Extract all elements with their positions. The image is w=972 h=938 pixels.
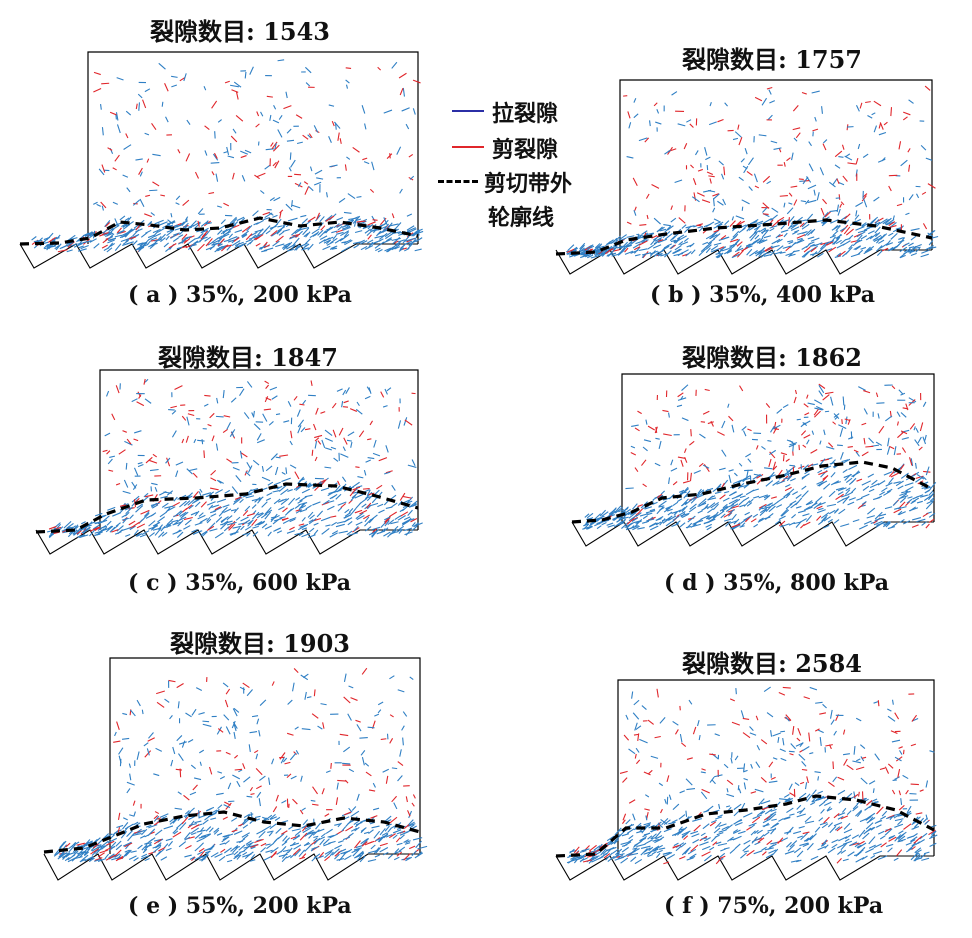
panel-d-title: 裂隙数目: 1862 bbox=[682, 343, 863, 372]
legend-boundary-label-2: 轮廓线 bbox=[488, 205, 555, 231]
panel-d-diagram bbox=[571, 373, 937, 547]
crack-marks bbox=[566, 686, 938, 865]
panel-e-title: 裂隙数目: 1903 bbox=[170, 629, 351, 658]
panel-a-title: 裂隙数目: 1543 bbox=[150, 17, 331, 46]
specimen-frame bbox=[109, 657, 421, 854]
specimen-frame bbox=[617, 679, 935, 856]
sawtooth-base bbox=[571, 521, 934, 547]
crack-marks bbox=[582, 383, 937, 531]
shear-band-boundary bbox=[571, 460, 935, 524]
panel-f-title: 裂隙数目: 2584 bbox=[682, 649, 863, 678]
legend-boundary-label-1: 剪切带外 bbox=[484, 171, 573, 197]
panel-f-caption: ( f ) 75%, 200 kPa bbox=[664, 893, 884, 919]
shear-band-boundary bbox=[43, 810, 421, 854]
legend-shear-label: 剪裂隙 bbox=[492, 137, 559, 163]
panel-d-caption: ( d ) 35%, 800 kPa bbox=[664, 570, 890, 596]
panel-b-caption: ( b ) 35%, 400 kPa bbox=[650, 282, 876, 308]
sawtooth-base bbox=[19, 243, 418, 269]
shear-band-boundary bbox=[555, 794, 935, 858]
specimen-frame bbox=[99, 369, 419, 530]
sawtooth-base bbox=[555, 855, 934, 881]
legend-shear-swatch bbox=[452, 146, 484, 148]
panel-e-caption: ( e ) 55%, 200 kPa bbox=[128, 893, 352, 919]
panel-a-caption: ( a ) 35%, 200 kPa bbox=[128, 282, 352, 308]
legend-boundary-swatch bbox=[438, 180, 478, 183]
shear-band-boundary bbox=[19, 216, 419, 246]
panel-c-diagram bbox=[35, 369, 423, 555]
panel-e-diagram bbox=[43, 657, 428, 881]
specimen-frame bbox=[621, 373, 935, 522]
panel-b-diagram bbox=[555, 79, 939, 275]
legend-tension-label: 拉裂隙 bbox=[492, 101, 559, 127]
panel-a-diagram bbox=[19, 51, 424, 269]
legend: 拉裂隙 剪裂隙 剪切带外 轮廓线 bbox=[438, 96, 618, 236]
legend-tension-swatch bbox=[452, 110, 484, 112]
panel-f-diagram bbox=[555, 679, 938, 881]
panel-c-title: 裂隙数目: 1847 bbox=[158, 343, 339, 372]
panel-c-caption: ( c ) 35%, 600 kPa bbox=[128, 570, 352, 596]
crack-marks bbox=[566, 85, 939, 259]
sawtooth-base bbox=[35, 529, 418, 555]
crack-marks bbox=[46, 378, 423, 539]
crack-marks bbox=[53, 667, 428, 863]
crack-marks bbox=[31, 59, 424, 253]
shear-band-boundary bbox=[555, 218, 933, 256]
panel-b-title: 裂隙数目: 1757 bbox=[682, 45, 863, 74]
legend-boundary-line2: 轮廓线 bbox=[488, 200, 554, 232]
specimen-frame bbox=[619, 79, 933, 250]
specimen-frame bbox=[87, 51, 419, 244]
